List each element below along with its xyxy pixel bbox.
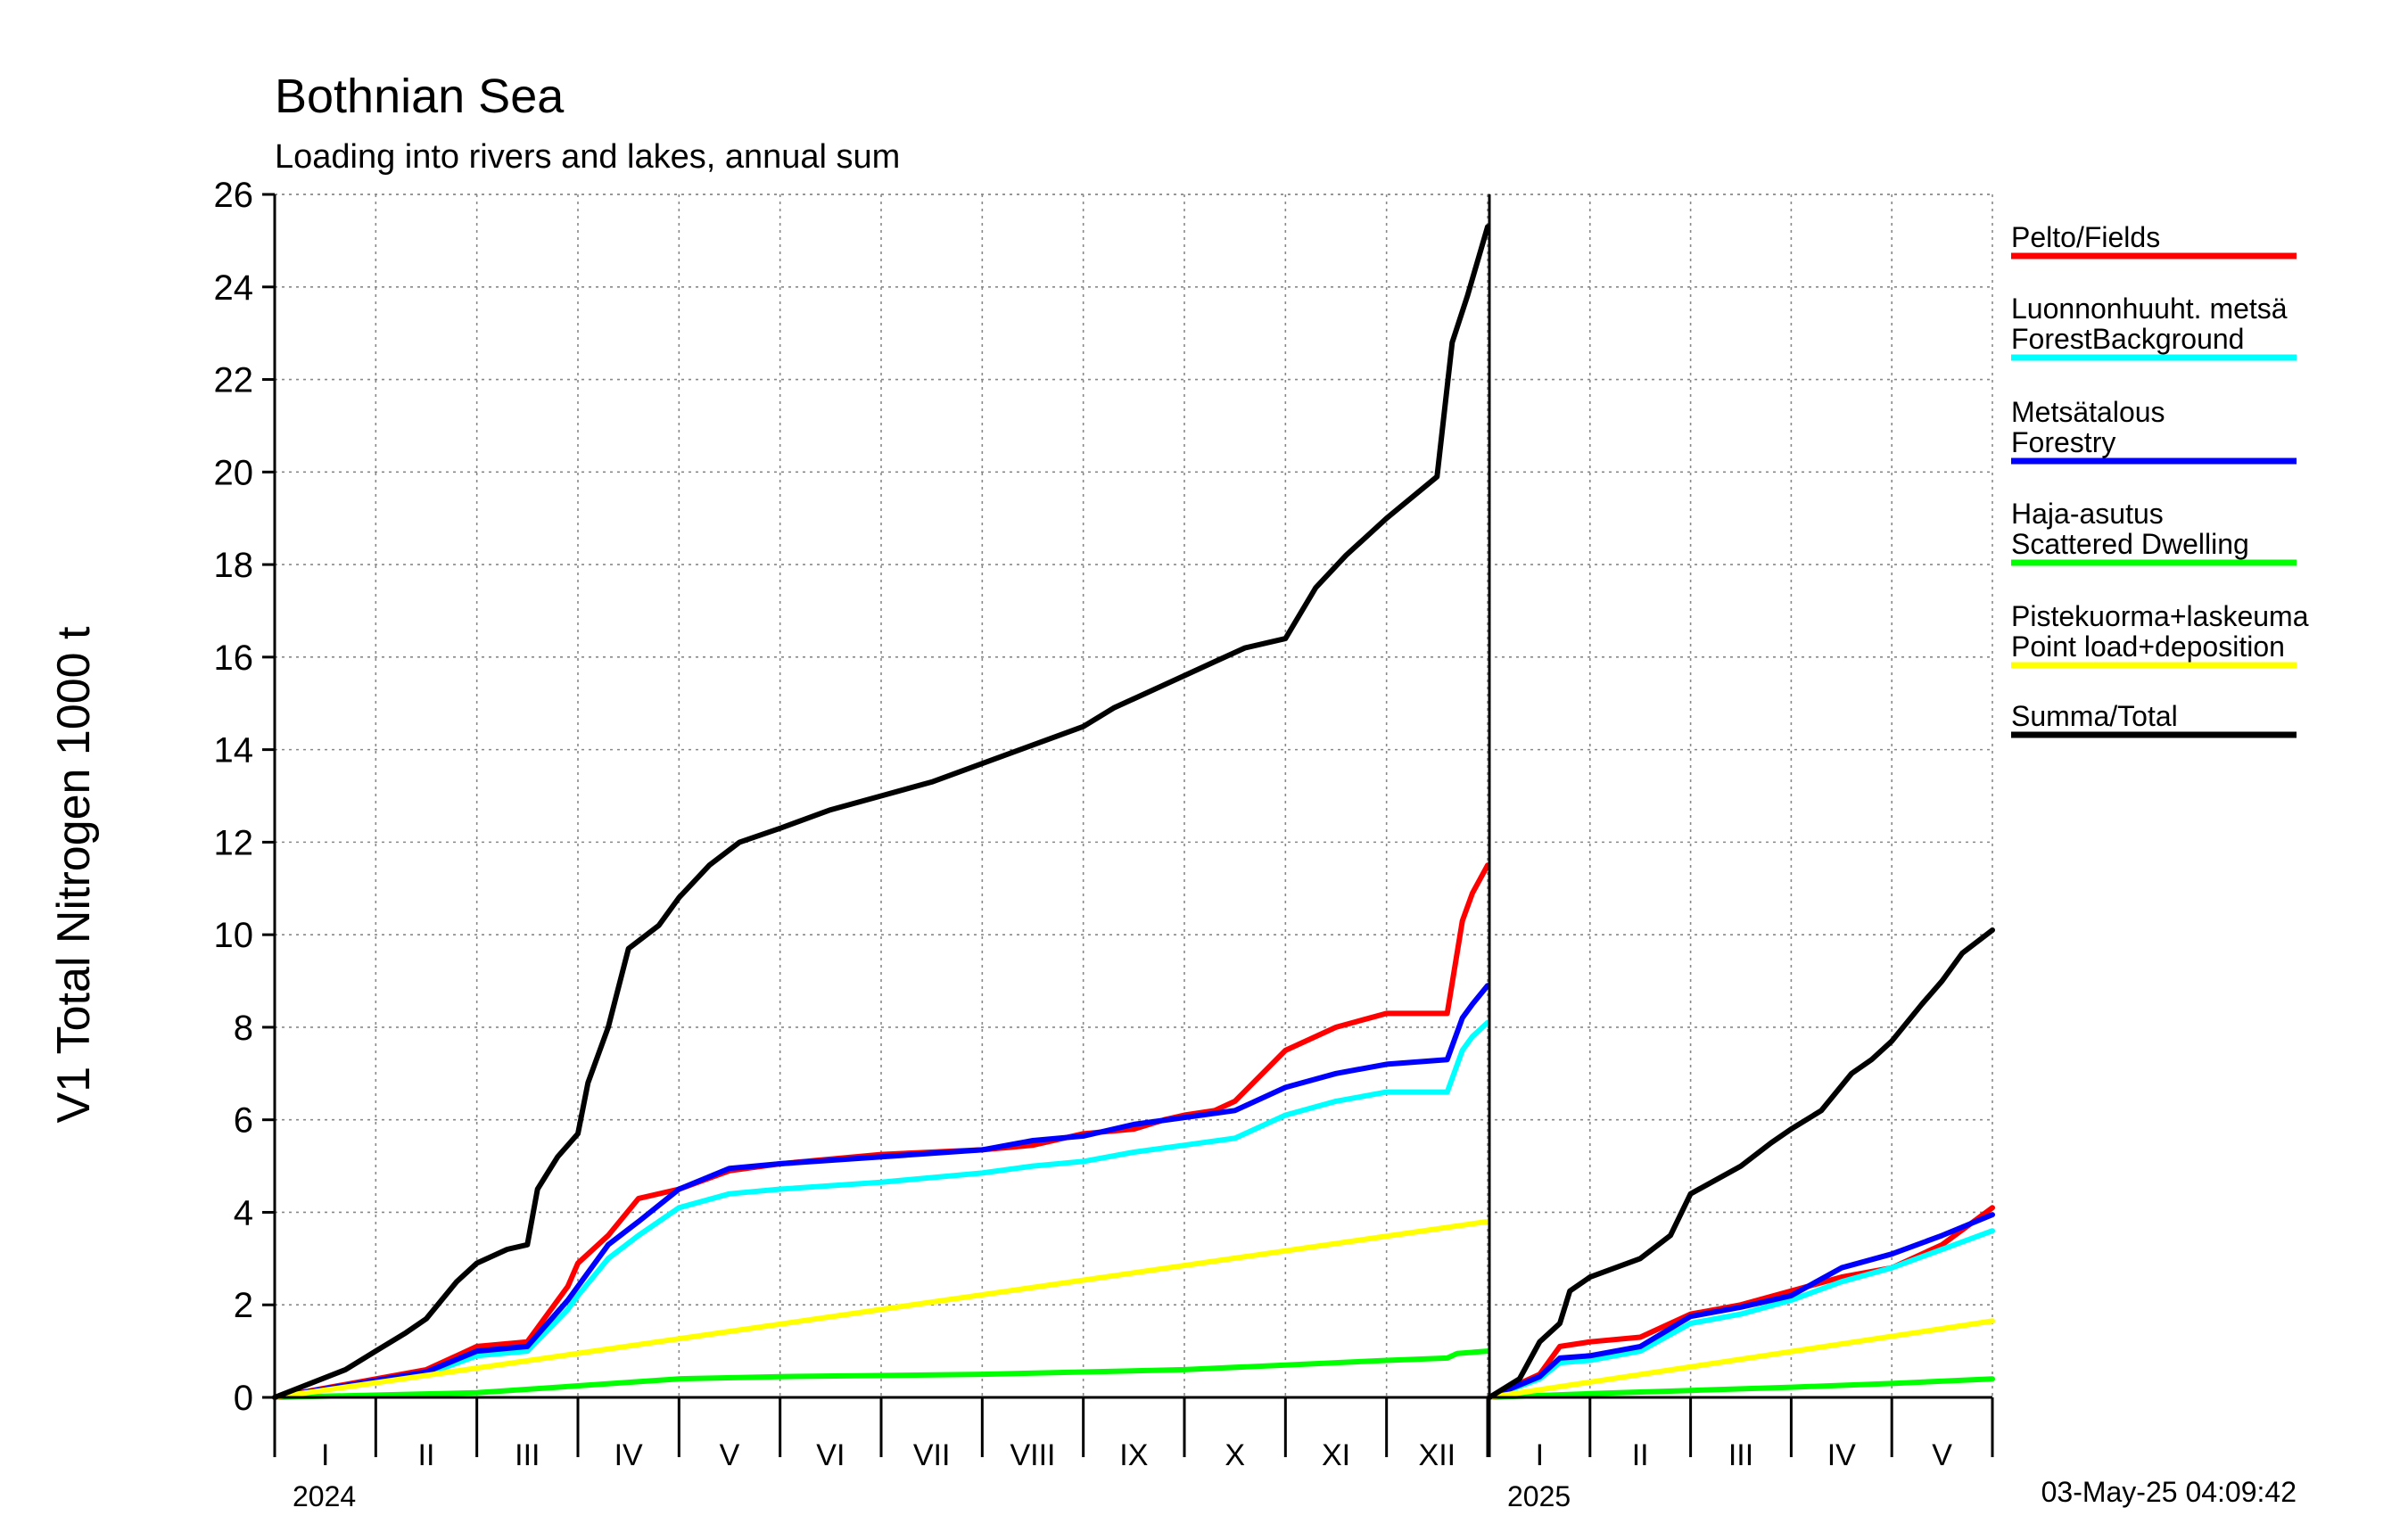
x-month-label: I: [321, 1438, 329, 1472]
chart-subtitle: Loading into rivers and lakes, annual su…: [275, 138, 900, 176]
series-line-1-3: [1487, 1376, 1995, 1400]
y-tick-label: 10: [214, 916, 254, 955]
x-year-label: 2024: [293, 1480, 356, 1512]
x-month-label: IV: [614, 1438, 643, 1472]
legend-label: Summa/Total: [2011, 700, 2178, 732]
x-month-label: III: [1728, 1438, 1753, 1472]
x-year-label: 2025: [1507, 1480, 1571, 1512]
y-tick-label: 20: [214, 453, 254, 492]
grid-lines: [275, 194, 1993, 1398]
series-line-1-2: [1487, 1212, 1995, 1400]
y-tick-label: 14: [214, 731, 254, 770]
x-month-label: XII: [1419, 1438, 1456, 1472]
y-axis-label: V1 Total Nitrogen 1000 t: [48, 626, 100, 1124]
y-tick-label: 0: [234, 1379, 253, 1418]
legend-label: Forestry: [2011, 426, 2115, 458]
legend-label: Scattered Dwelling: [2011, 528, 2249, 560]
series-line-0-3: [272, 1348, 1490, 1400]
x-month-label: V: [720, 1438, 740, 1472]
y-tick-label: 16: [214, 639, 254, 678]
x-month-label: II: [1632, 1438, 1649, 1472]
y-tick-label: 18: [214, 546, 254, 585]
legend-label: Haja-asutus: [2011, 498, 2164, 530]
y-tick-label: 26: [214, 176, 254, 215]
x-month-label: X: [1225, 1438, 1245, 1472]
legend: Pelto/Fields Luonnonhuuht. metsäForestBac…: [2011, 221, 2309, 738]
data-series: [272, 224, 1995, 1400]
series-line-0-4: [272, 1218, 1490, 1400]
legend-label: Pistekuorma+laskeuma: [2011, 600, 2309, 632]
x-month-label: IV: [1827, 1438, 1856, 1472]
chart-title: Bothnian Sea: [275, 70, 565, 123]
x-month-label: V: [1932, 1438, 1952, 1472]
y-tick-label: 22: [214, 361, 254, 400]
y-tick-label: 24: [214, 268, 254, 308]
y-tick-label: 6: [234, 1101, 253, 1141]
legend-label: Point load+deposition: [2011, 630, 2285, 663]
x-month-label: IX: [1119, 1438, 1148, 1472]
legend-label: Metsätalous: [2011, 396, 2165, 428]
y-tick-label: 12: [214, 823, 254, 862]
legend-label: Pelto/Fields: [2011, 221, 2160, 253]
series-line-1-1: [1487, 1228, 1995, 1400]
x-month-label: I: [1536, 1438, 1544, 1472]
legend-label: ForestBackground: [2011, 323, 2244, 355]
series-line-1-4: [1487, 1318, 1995, 1400]
series-line-1-5: [1487, 927, 1995, 1400]
y-tick-label: 2: [234, 1286, 253, 1325]
x-month-label: VII: [913, 1438, 951, 1472]
x-month-label: VIII: [1010, 1438, 1055, 1472]
series-line-0-5: [272, 224, 1490, 1400]
x-month-label: XI: [1322, 1438, 1350, 1472]
y-tick-label: 8: [234, 1009, 253, 1048]
x-month-label: II: [418, 1438, 435, 1472]
legend-label: Luonnonhuuht. metsä: [2011, 292, 2288, 325]
x-month-label: III: [515, 1438, 540, 1472]
y-tick-label: 4: [234, 1193, 253, 1232]
x-month-label: VI: [816, 1438, 845, 1472]
series-line-0-2: [272, 983, 1490, 1400]
timestamp: 03-May-25 04:09:42: [2041, 1476, 2297, 1508]
series-line-0-1: [272, 1019, 1490, 1400]
